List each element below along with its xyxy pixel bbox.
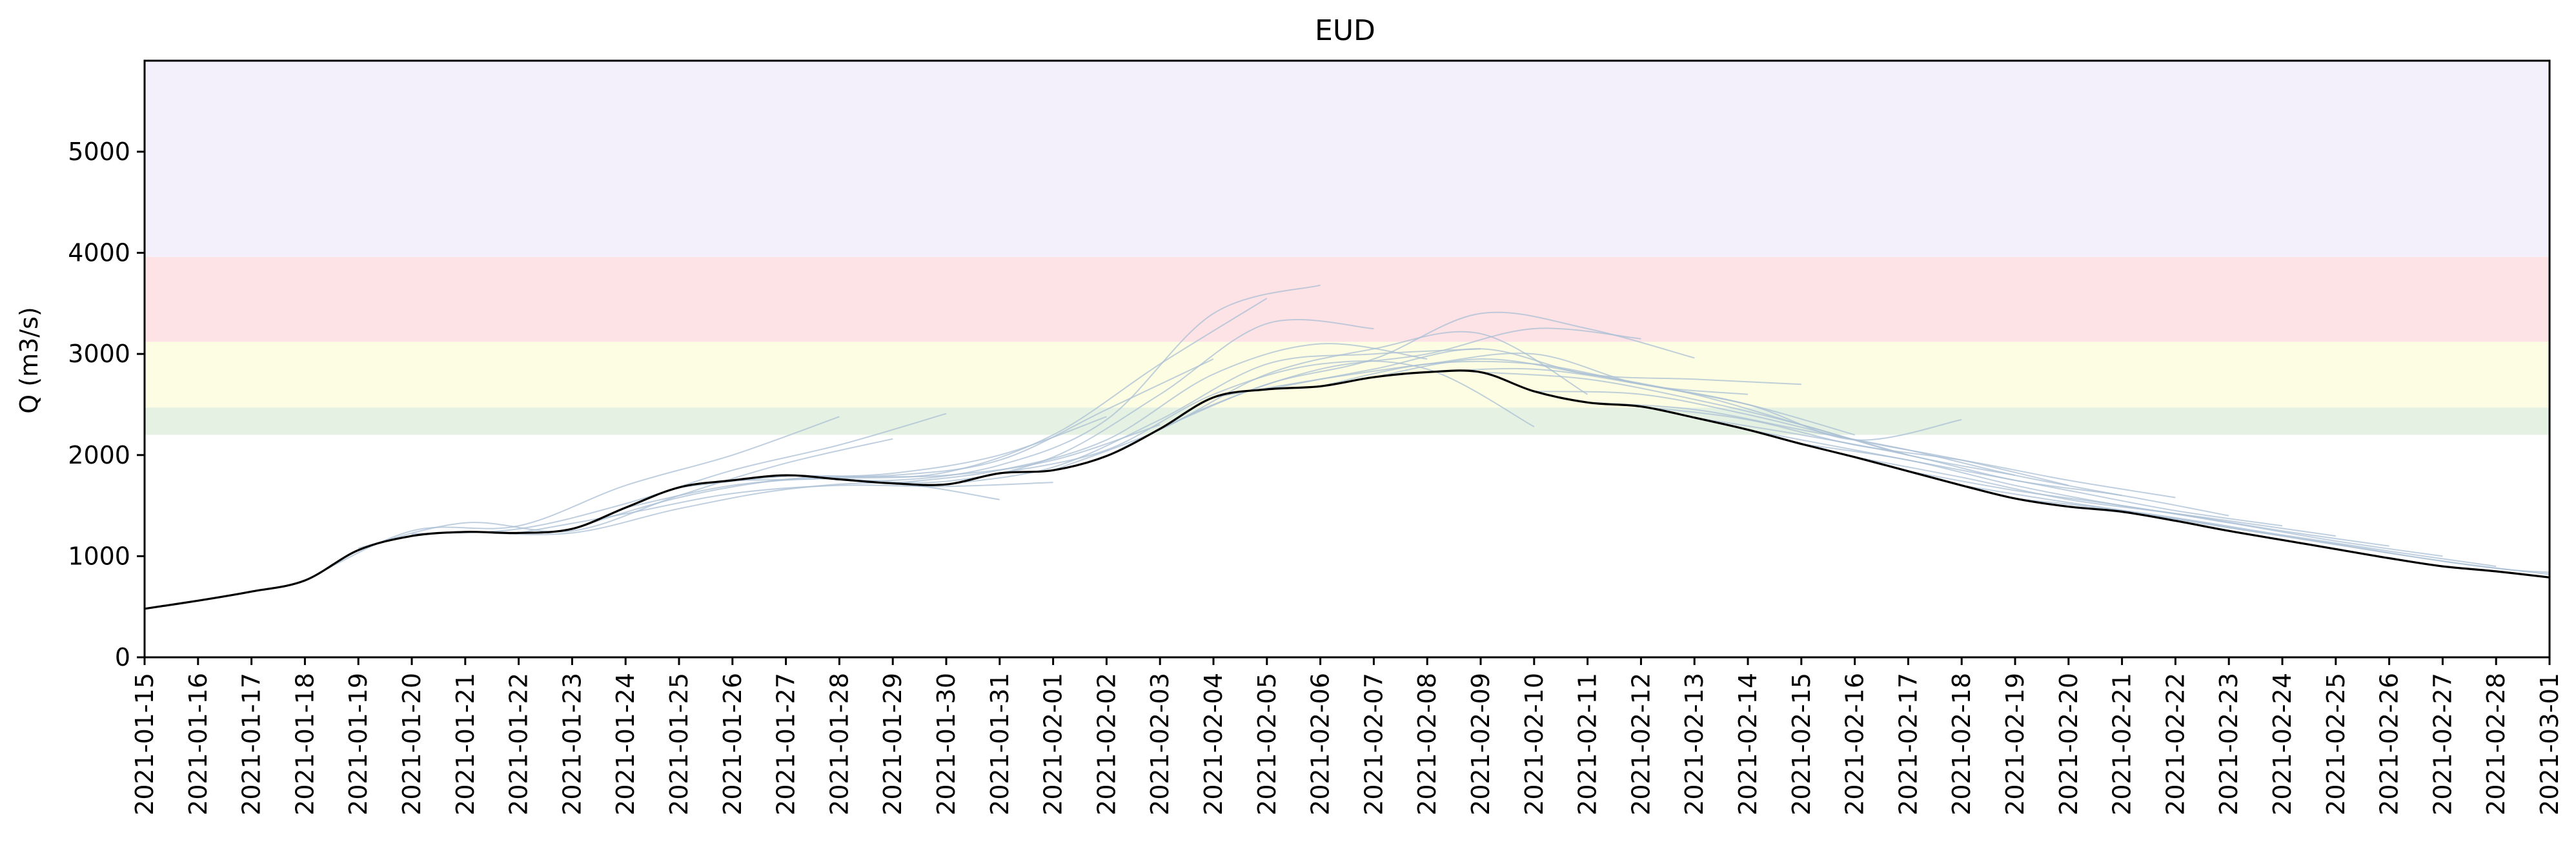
y-tick-label: 2000 <box>68 441 130 469</box>
x-tick-label: 2021-01-23 <box>558 673 586 815</box>
forecast-line-24 <box>1587 402 2122 497</box>
x-tick-label: 2021-02-24 <box>2268 673 2297 815</box>
forecast-line-18 <box>1266 348 1801 390</box>
x-tick-label: 2021-01-26 <box>718 673 747 815</box>
x-tick-label: 2021-01-21 <box>451 673 480 815</box>
forecast-line-13 <box>999 360 1535 474</box>
observed-line <box>144 369 2550 610</box>
forecast-line-7 <box>678 358 1214 488</box>
x-tick-label: 2021-01-27 <box>772 673 800 815</box>
x-tick-label: 2021-01-15 <box>130 673 159 815</box>
forecast-line-33 <box>2068 506 2550 573</box>
threshold-band-2 <box>145 256 2550 342</box>
forecast-line-23 <box>1534 391 2069 486</box>
x-tick-label: 2021-01-30 <box>932 673 960 815</box>
forecast-line-1 <box>358 438 893 549</box>
x-axis: 2021-01-15 2021-01-16 2021-01-17 2021-01-18… <box>130 657 2564 815</box>
y-tick-label: 0 <box>115 643 130 672</box>
threshold-bands <box>145 61 2550 435</box>
forecast-line-28 <box>1801 443 2336 537</box>
forecast-line-11 <box>893 343 1428 484</box>
x-tick-label: 2021-02-16 <box>1841 673 1869 815</box>
x-tick-label: 2021-02-19 <box>2001 673 2029 815</box>
x-tick-label: 2021-02-10 <box>1520 673 1548 815</box>
x-tick-label: 2021-01-20 <box>398 673 426 815</box>
forecast-line-16 <box>1159 311 1695 430</box>
forecast-line-12 <box>946 348 1481 486</box>
forecast-line-19 <box>1320 360 1855 436</box>
threshold-band-3 <box>145 61 2550 257</box>
x-tick-label: 2021-01-24 <box>611 673 640 815</box>
x-tick-label: 2021-01-25 <box>665 673 693 815</box>
x-tick-label: 2021-02-06 <box>1306 673 1335 815</box>
forecast-line-31 <box>1962 484 2497 568</box>
forecast-line-25 <box>1641 405 2176 498</box>
x-tick-label: 2021-02-18 <box>1947 673 1976 815</box>
x-tick-label: 2021-02-26 <box>2375 673 2404 815</box>
x-tick-label: 2021-02-05 <box>1253 673 1281 815</box>
observed-series <box>144 369 2550 610</box>
x-tick-label: 2021-02-25 <box>2322 673 2350 815</box>
plot-frame <box>143 59 2551 659</box>
y-tick-label: 1000 <box>68 542 130 570</box>
x-tick-label: 2021-01-29 <box>878 673 907 815</box>
forecast-line-6 <box>625 424 1161 509</box>
forecast-line-29 <box>1854 456 2389 547</box>
x-tick-label: 2021-02-11 <box>1574 673 1602 815</box>
threshold-band-0 <box>145 407 2550 435</box>
y-tick-label: 3000 <box>68 340 130 368</box>
y-tick-label: 5000 <box>68 138 130 166</box>
x-tick-label: 2021-01-28 <box>825 673 853 815</box>
x-tick-label: 2021-01-19 <box>344 673 372 815</box>
x-tick-label: 2021-02-17 <box>1894 673 1922 815</box>
forecast-line-10 <box>839 319 1374 484</box>
x-tick-label: 2021-01-16 <box>184 673 212 815</box>
x-tick-label: 2021-02-14 <box>1734 673 1762 815</box>
x-tick-label: 2021-02-12 <box>1627 673 1655 815</box>
forecast-line-9 <box>786 284 1321 482</box>
x-tick-label: 2021-03-01 <box>2535 673 2564 815</box>
x-tick-label: 2021-01-18 <box>290 673 319 815</box>
forecast-line-0 <box>304 416 840 581</box>
x-tick-label: 2021-02-09 <box>1466 673 1495 815</box>
forecast-line-3 <box>465 482 1000 535</box>
forecast-line-15 <box>1106 327 1641 457</box>
chart-title: EUD <box>1315 14 1375 47</box>
x-tick-label: 2021-02-28 <box>2482 673 2510 815</box>
x-tick-label: 2021-01-17 <box>238 673 266 815</box>
x-tick-label: 2021-02-03 <box>1146 673 1174 815</box>
x-tick-label: 2021-02-02 <box>1092 673 1121 815</box>
x-tick-label: 2021-02-15 <box>1787 673 1816 815</box>
x-tick-label: 2021-02-22 <box>2161 673 2189 815</box>
x-tick-label: 2021-01-31 <box>986 673 1014 815</box>
x-tick-label: 2021-02-01 <box>1039 673 1068 815</box>
forecast-line-26 <box>1694 416 2229 517</box>
y-axis-label: Q (m3/s) <box>15 307 43 413</box>
x-tick-label: 2021-01-22 <box>505 673 533 815</box>
x-tick-label: 2021-02-21 <box>2108 673 2136 815</box>
forecast-line-27 <box>1747 429 2283 527</box>
x-tick-label: 2021-02-23 <box>2215 673 2243 815</box>
x-tick-label: 2021-02-04 <box>1199 673 1228 815</box>
x-tick-label: 2021-02-27 <box>2428 673 2457 815</box>
y-tick-label: 4000 <box>68 239 130 267</box>
x-tick-label: 2021-02-07 <box>1359 673 1388 815</box>
forecast-line-21 <box>1427 367 1962 441</box>
x-tick-label: 2021-02-13 <box>1680 673 1709 815</box>
y-axis: 0 1000 2000 3000 4000 5000 <box>68 138 145 672</box>
forecast-line-30 <box>1908 470 2443 557</box>
x-tick-label: 2021-02-20 <box>2054 673 2083 815</box>
x-tick-label: 2021-02-08 <box>1413 673 1441 815</box>
